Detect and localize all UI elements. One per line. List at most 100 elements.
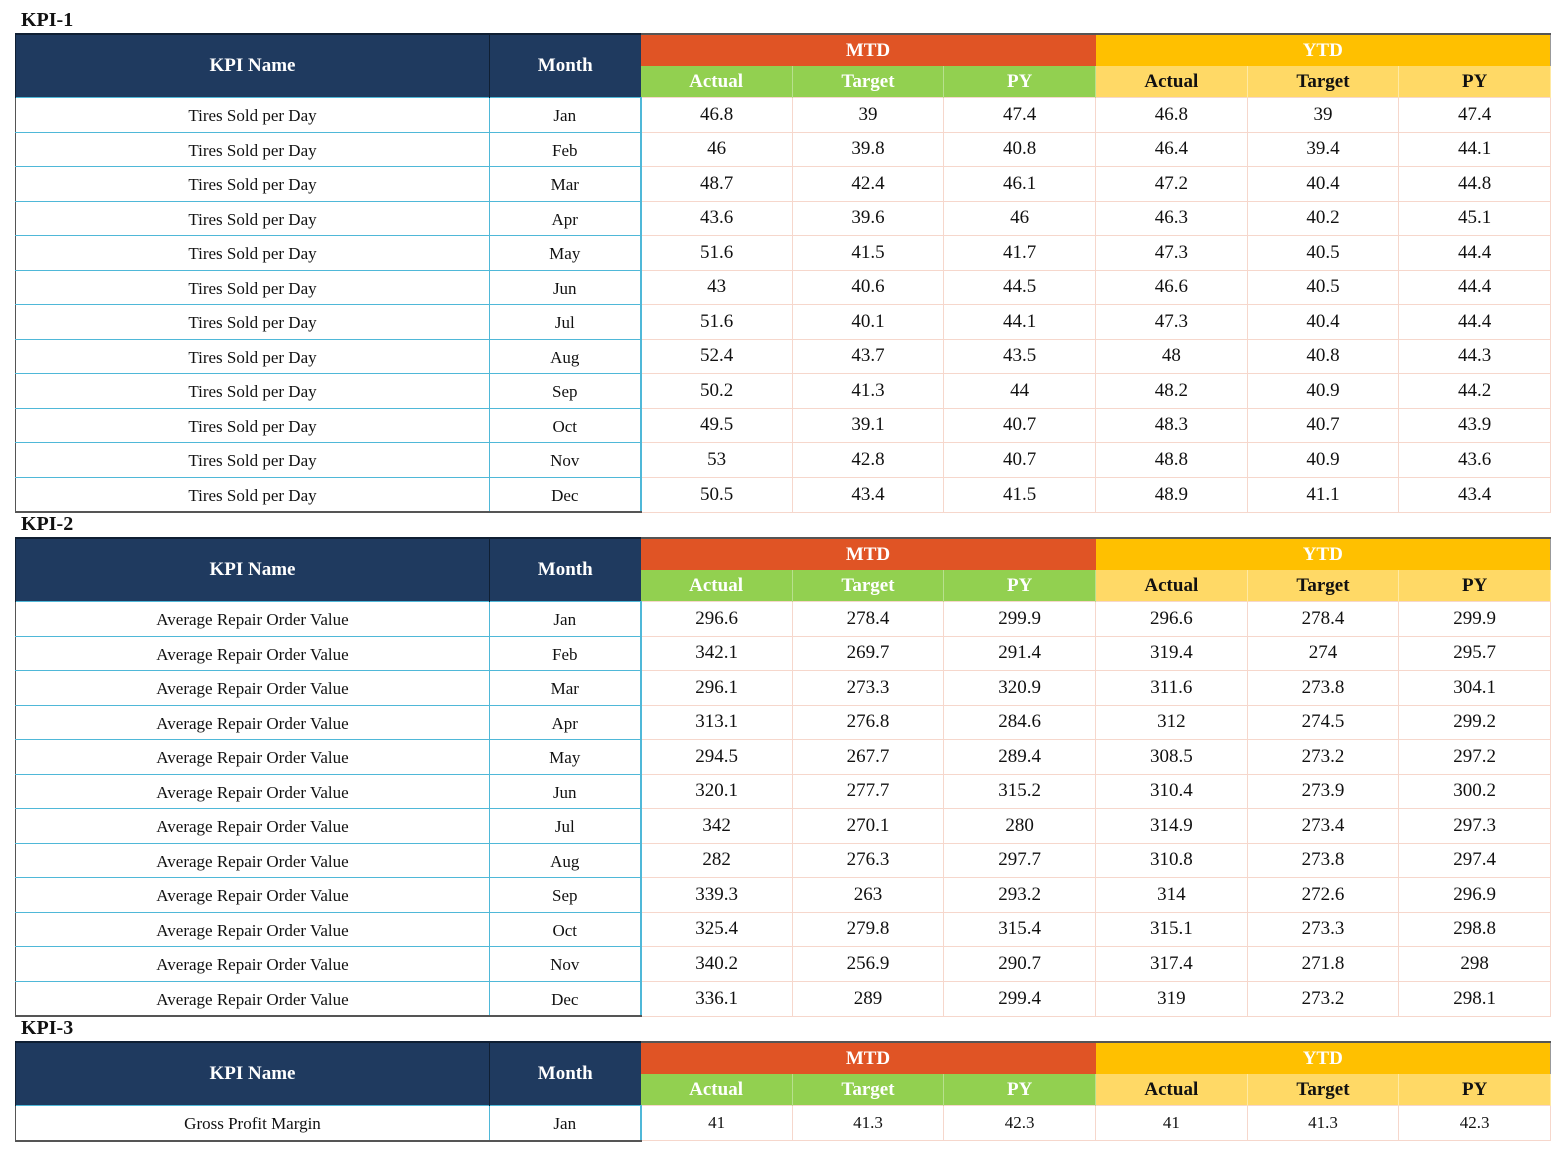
mtd-actual-cell: 51.6 (640, 304, 793, 340)
mtd-actual-cell: 342 (640, 808, 793, 844)
table-row: Average Repair Order Value Jan 296.6 278.4 2… (15, 601, 1551, 637)
ytd-py-cell: 298.8 (1398, 911, 1551, 947)
mtd-py-cell: 40.8 (943, 131, 1096, 167)
ytd-actual-cell: 310.8 (1095, 842, 1248, 878)
mtd-target-cell: 256.9 (791, 946, 945, 982)
kpi-name-cell: Tires Sold per Day (15, 476, 490, 513)
month-cell: Jul (489, 304, 642, 340)
ytd-py-cell: 45.1 (1398, 200, 1551, 236)
mtd-header: MTD (640, 33, 1096, 66)
mtd-target-cell: 43.4 (791, 476, 945, 513)
table-row: Average Repair Order Value Jul 342 270.1 280… (15, 808, 1551, 844)
mtd-actual-header: Actual (640, 570, 793, 602)
mtd-target-cell: 289 (791, 980, 945, 1017)
mtd-target-cell: 277.7 (791, 773, 945, 809)
ytd-target-cell: 40.9 (1246, 442, 1400, 478)
mtd-target-header: Target (792, 1074, 945, 1106)
ytd-py-cell: 43.4 (1398, 476, 1551, 513)
month-cell: Jun (489, 773, 642, 809)
mtd-py-cell: 280 (943, 808, 1096, 844)
ytd-actual-cell: 308.5 (1095, 739, 1248, 775)
ytd-header: YTD (1095, 33, 1551, 66)
month-cell: Jun (489, 269, 642, 305)
table-row: Average Repair Order Value Dec 336.1 289 299… (15, 980, 1551, 1017)
mtd-actual-cell: 340.2 (640, 946, 793, 982)
ytd-target-cell: 271.8 (1246, 946, 1400, 982)
mtd-py-cell: 40.7 (943, 442, 1096, 478)
month-cell: Dec (489, 980, 642, 1017)
kpi-name-cell: Tires Sold per Day (15, 97, 490, 133)
mtd-target-cell: 40.1 (791, 304, 945, 340)
ytd-actual-header: Actual (1095, 1074, 1248, 1106)
kpi-name-cell: Average Repair Order Value (15, 980, 490, 1017)
kpi-table-body: Gross Profit Margin Jan 41 41.3 42.3 41 41.3 42… (15, 1105, 1551, 1142)
mtd-target-cell: 42.8 (791, 442, 945, 478)
table-row: Tires Sold per Day Jun 43 40.6 44.5 46.6 40.5 4… (15, 269, 1551, 305)
mtd-actual-header: Actual (640, 66, 793, 98)
month-cell: Oct (489, 407, 642, 443)
month-cell: May (489, 235, 642, 271)
ytd-target-cell: 41.3 (1246, 1105, 1400, 1141)
kpi-name-cell: Average Repair Order Value (15, 808, 490, 844)
mtd-target-header: Target (792, 570, 945, 602)
kpi-name-header: KPI Name (15, 1041, 490, 1106)
mtd-actual-cell: 43 (640, 269, 793, 305)
ytd-actual-cell: 47.3 (1095, 235, 1248, 271)
mtd-target-cell: 279.8 (791, 911, 945, 947)
ytd-target-cell: 40.9 (1246, 373, 1400, 409)
month-cell: Mar (489, 166, 642, 202)
ytd-header: YTD (1095, 537, 1551, 570)
ytd-target-cell: 273.8 (1246, 670, 1400, 706)
mtd-py-cell: 41.5 (943, 476, 1096, 513)
ytd-py-cell: 299.9 (1398, 601, 1551, 637)
table-row: Gross Profit Margin Jan 41 41.3 42.3 41 41.3 42… (15, 1105, 1551, 1142)
mtd-py-cell: 44 (943, 373, 1096, 409)
ytd-actual-cell: 317.4 (1095, 946, 1248, 982)
ytd-actual-cell: 46.8 (1095, 97, 1248, 133)
kpi-name-cell: Average Repair Order Value (15, 635, 490, 671)
ytd-actual-cell: 48.3 (1095, 407, 1248, 443)
table-row: Average Repair Order Value May 294.5 267.7 2… (15, 739, 1551, 775)
table-row: Average Repair Order Value Mar 296.1 273.3 3… (15, 670, 1551, 706)
ytd-py-cell: 304.1 (1398, 670, 1551, 706)
ytd-target-cell: 40.4 (1246, 166, 1400, 202)
table-row: Tires Sold per Day May 51.6 41.5 41.7 47.3 40.… (15, 235, 1551, 271)
mtd-py-cell: 291.4 (943, 635, 1096, 671)
ytd-actual-cell: 314.9 (1095, 808, 1248, 844)
kpi-name-cell: Tires Sold per Day (15, 442, 490, 478)
kpi-name-cell: Average Repair Order Value (15, 704, 490, 740)
ytd-target-cell: 273.4 (1246, 808, 1400, 844)
ytd-actual-cell: 48.2 (1095, 373, 1248, 409)
ytd-py-cell: 300.2 (1398, 773, 1551, 809)
kpi-name-cell: Gross Profit Margin (15, 1105, 490, 1142)
ytd-target-cell: 273.3 (1246, 911, 1400, 947)
month-header: Month (489, 33, 641, 98)
mtd-target-cell: 43.7 (791, 338, 945, 374)
ytd-actual-header: Actual (1095, 570, 1248, 602)
mtd-target-cell: 39.1 (791, 407, 945, 443)
month-cell: Aug (489, 842, 642, 878)
month-cell: Oct (489, 911, 642, 947)
kpi-name-cell: Average Repair Order Value (15, 877, 490, 913)
ytd-actual-cell: 310.4 (1095, 773, 1248, 809)
mtd-target-cell: 267.7 (791, 739, 945, 775)
table-row: Tires Sold per Day Oct 49.5 39.1 40.7 48.3 40.… (15, 407, 1551, 443)
kpi-name-cell: Average Repair Order Value (15, 911, 490, 947)
ytd-actual-cell: 47.3 (1095, 304, 1248, 340)
mtd-py-header: PY (943, 570, 1096, 602)
month-cell: Apr (489, 200, 642, 236)
mtd-actual-cell: 48.7 (640, 166, 793, 202)
kpi-name-cell: Average Repair Order Value (15, 670, 490, 706)
ytd-py-cell: 44.4 (1398, 235, 1551, 271)
kpi-name-cell: Tires Sold per Day (15, 235, 490, 271)
ytd-py-header: PY (1398, 66, 1551, 98)
mtd-actual-cell: 320.1 (640, 773, 793, 809)
month-cell: Feb (489, 635, 642, 671)
kpi-name-cell: Average Repair Order Value (15, 946, 490, 982)
table-row: Tires Sold per Day Feb 46 39.8 40.8 46.4 39.4 4… (15, 131, 1551, 167)
month-cell: Sep (489, 877, 642, 913)
ytd-py-cell: 44.1 (1398, 131, 1551, 167)
ytd-target-cell: 272.6 (1246, 877, 1400, 913)
mtd-py-cell: 299.9 (943, 601, 1096, 637)
month-cell: Jan (489, 601, 642, 637)
